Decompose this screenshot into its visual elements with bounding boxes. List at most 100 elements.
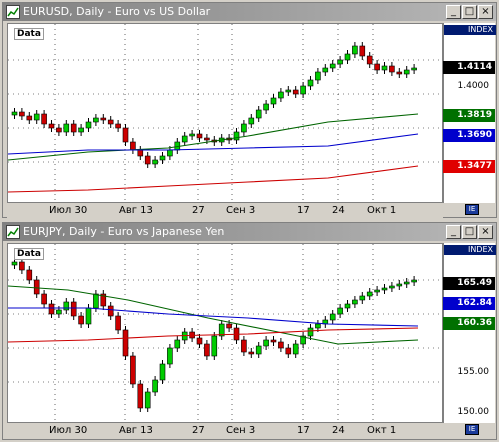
candle-body <box>403 69 410 75</box>
minimize-button[interactable]: _ <box>446 225 461 239</box>
candle-body <box>263 339 269 347</box>
time-label: Авг 13 <box>119 425 153 436</box>
candle-body <box>56 309 62 315</box>
candle-body <box>322 67 329 73</box>
candle-body <box>255 109 262 119</box>
eurjpy-plot-area[interactable]: Data <box>7 243 443 423</box>
data-label: Data <box>14 28 44 40</box>
candle-body <box>26 269 33 281</box>
index-label: INDEX <box>444 245 496 255</box>
time-label: Июл 30 <box>49 205 88 216</box>
ma-blue-tag: 162.84 <box>443 297 495 310</box>
candle-body <box>248 351 255 355</box>
candle-body <box>19 111 25 117</box>
candle-body <box>144 155 151 165</box>
candle-body <box>315 71 321 81</box>
candle-body <box>93 117 99 123</box>
candle-body <box>78 315 84 325</box>
candle-body <box>329 63 336 69</box>
candle-body <box>344 303 351 309</box>
candle-body <box>130 355 136 385</box>
eurjpy-price-axis: INDEX 165.49 162.84 160.36 155.00 150.00 <box>443 243 496 423</box>
candle-body <box>366 55 373 65</box>
candle-body <box>352 45 358 55</box>
candle-body <box>107 305 114 317</box>
chart-window-icon <box>6 5 20 19</box>
candle-body <box>122 329 129 357</box>
candle-body <box>403 281 410 285</box>
ma-blue-line <box>8 307 419 327</box>
current-price-tag: 1.4114 <box>443 61 495 74</box>
candle-body <box>56 127 62 133</box>
ma-green-tag: 160.36 <box>443 317 495 330</box>
candle-body <box>115 123 121 129</box>
close-button[interactable]: × <box>478 225 493 239</box>
candle-body <box>78 127 84 133</box>
eurusd-chart-window[interactable]: EURUSD, Daily - Euro vs US Dollar _ □ × … <box>2 2 497 218</box>
candle-body <box>33 113 40 121</box>
candle-body <box>159 363 166 381</box>
candle-body <box>33 279 40 295</box>
ma-green-line <box>8 113 419 161</box>
candle-body <box>381 287 388 291</box>
time-label: Июл 30 <box>49 425 88 436</box>
eurjpy-titlebar[interactable]: EURJPY, Daily - Euro vs Japanese Yen <box>3 223 496 241</box>
candle-body <box>285 347 292 355</box>
time-label: 24 <box>332 205 345 216</box>
candle-body <box>70 301 77 317</box>
chart-window-icon <box>6 225 20 239</box>
candle-body <box>189 133 195 137</box>
candle-body <box>411 279 417 283</box>
maximize-button[interactable]: □ <box>462 5 477 19</box>
eurjpy-chart-window[interactable]: EURJPY, Daily - Euro vs Japanese Yen _ □… <box>2 222 497 440</box>
candle-body <box>396 283 403 287</box>
candle-body <box>366 291 373 297</box>
eurusd-chart-svg <box>8 24 442 202</box>
time-label: Окт 1 <box>367 205 397 216</box>
ma-green-line <box>8 285 419 345</box>
ma-blue-tag: 1.3690 <box>443 129 495 142</box>
candle-body <box>167 347 173 365</box>
candle-body <box>196 133 203 139</box>
candle-body <box>218 323 225 337</box>
time-label: 27 <box>192 205 205 216</box>
time-label: 24 <box>332 425 345 436</box>
candle-body <box>337 59 343 65</box>
eurusd-plot-area[interactable]: Data <box>7 23 443 203</box>
candle-body <box>167 149 173 157</box>
chart-scroll-icon[interactable]: IE <box>465 204 479 215</box>
close-button[interactable]: × <box>478 5 493 19</box>
candle-body <box>255 345 262 355</box>
candle-body <box>278 341 284 349</box>
candle-body <box>315 323 321 329</box>
candle-body <box>337 307 343 315</box>
candle-body <box>307 79 314 87</box>
candle-body <box>359 295 366 301</box>
time-label: Сен 3 <box>226 205 256 216</box>
candle-body <box>270 97 277 105</box>
candle-body <box>300 335 306 345</box>
candle-body <box>389 285 395 289</box>
minimize-button[interactable]: _ <box>446 5 461 19</box>
eurjpy-time-axis: Июл 30 Авг 13 27 Сен 3 17 24 Окт 1 <box>7 424 443 438</box>
candle-body <box>41 293 47 305</box>
eurusd-titlebar[interactable]: EURUSD, Daily - Euro vs US Dollar <box>3 3 496 21</box>
candle-body <box>174 339 181 349</box>
candle-body <box>344 53 351 61</box>
candle-body <box>130 141 136 151</box>
maximize-button[interactable]: □ <box>462 225 477 239</box>
candle-body <box>152 159 158 165</box>
ma-green-tag: 1.3819 <box>443 109 495 122</box>
candle-body <box>292 343 299 355</box>
candle-body <box>159 155 166 161</box>
candle-body <box>352 299 358 305</box>
candle-body <box>359 45 366 57</box>
price-tick: 150.00 <box>457 407 490 417</box>
candle-body <box>411 67 417 71</box>
chart-scroll-icon[interactable]: IE <box>465 424 479 435</box>
candle-body <box>374 63 380 71</box>
candle-body <box>278 91 284 99</box>
index-label: INDEX <box>444 25 496 35</box>
candle-body <box>381 65 388 71</box>
candle-body <box>26 115 33 121</box>
